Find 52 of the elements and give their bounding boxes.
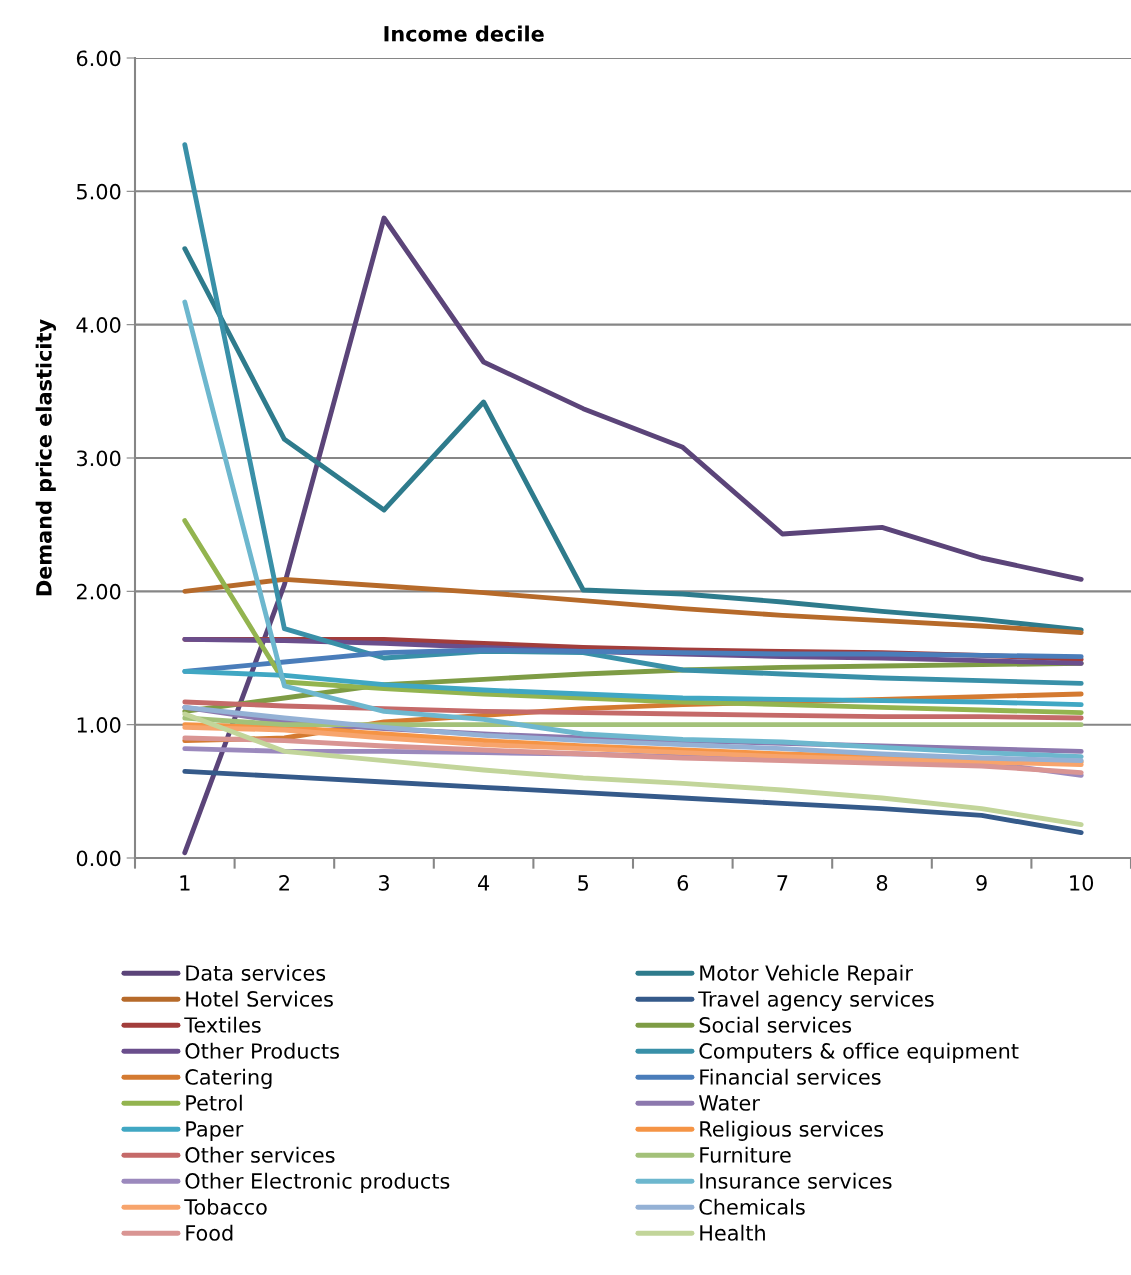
legend-label: Social services	[699, 1016, 852, 1033]
y-tick-label: 4.00	[76, 317, 121, 333]
legend-label: Other services	[185, 1146, 335, 1163]
x-tick-label: 7	[777, 875, 788, 891]
legend-label: Health	[700, 1224, 765, 1241]
line-series	[182, 699, 1084, 721]
x-tick-label: 3	[378, 875, 389, 891]
legend-label: Catering	[185, 1068, 272, 1089]
y-tick-label: 3.00	[77, 450, 121, 467]
y-tick-label: 0.00	[76, 850, 121, 867]
line-series	[182, 215, 1084, 856]
x-tick-label: 2	[279, 875, 289, 891]
legend-label: Computers & office equipment	[699, 1042, 1019, 1063]
y-tick-label: 5.00	[77, 183, 121, 200]
y-axis-title: Demand price elasticity	[35, 319, 56, 596]
legend-label: Financial services	[700, 1068, 881, 1085]
line-series	[182, 518, 1084, 716]
line-series	[182, 768, 1084, 836]
line-series	[182, 668, 1084, 708]
legend-label: Hotel Services	[186, 990, 333, 1007]
legend-label: Chemicals	[699, 1198, 805, 1215]
y-tick-label: 1.00	[77, 717, 121, 733]
legend-label: Paper	[186, 1121, 244, 1141]
x-tick-label: 5	[578, 875, 589, 891]
legend-label: Furniture	[700, 1146, 791, 1163]
legend-label: Other Electronic products	[185, 1172, 450, 1193]
x-tick-label: 6	[677, 875, 689, 891]
line-series	[182, 576, 1084, 636]
line-series	[182, 711, 1084, 828]
chart-title: Income decile	[384, 25, 544, 42]
y-tick-label: 2.00	[76, 583, 121, 600]
legend-label: Motor Vehicle Repair	[700, 964, 913, 985]
line-series	[182, 735, 1084, 776]
line-series	[182, 246, 1084, 633]
x-tick-label: 10	[1070, 875, 1094, 891]
legend-label: Food	[186, 1224, 233, 1241]
line-series	[182, 704, 1084, 764]
x-tick-label: 8	[876, 875, 888, 891]
legend-label: Tobacco	[184, 1198, 267, 1215]
y-tick-label: 6.00	[76, 50, 121, 67]
legend-label: Travel agency services	[698, 990, 934, 1011]
line-series	[182, 299, 1084, 760]
legend-label: Textiles	[184, 1016, 261, 1033]
x-tick-label: 4	[477, 875, 490, 891]
legend-label: Petrol	[186, 1094, 242, 1111]
legend-label: Religious services	[700, 1120, 884, 1141]
legend-label: Data services	[186, 964, 326, 981]
x-tick-label: 1	[180, 875, 190, 891]
legend-label: Water	[698, 1095, 760, 1111]
legend-label: Other Products	[185, 1042, 339, 1059]
x-tick-label: 9	[976, 875, 987, 891]
legend-label: Insurance services	[700, 1172, 892, 1189]
